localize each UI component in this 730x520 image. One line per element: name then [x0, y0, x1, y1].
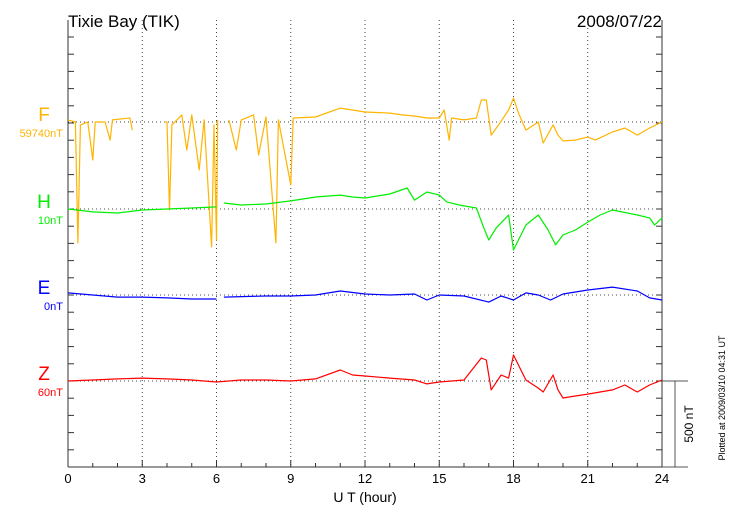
- chart-title: Tixie Bay (TIK): [68, 12, 180, 31]
- x-tick-label: 3: [139, 471, 146, 486]
- series-offset-label: 59740nT: [20, 128, 64, 140]
- x-tick-label: 24: [655, 471, 669, 486]
- series-name-label: E: [38, 278, 51, 299]
- x-tick-label: 6: [213, 471, 220, 486]
- chart-date: 2008/07/22: [577, 12, 662, 31]
- series: [67, 97, 663, 399]
- series-line-e: [67, 286, 663, 303]
- series-name-label: F: [38, 105, 50, 126]
- series-offset-label: 60nT: [38, 387, 63, 399]
- x-tick-label: 21: [581, 471, 595, 486]
- series-labels: F 59740nT H 10nT E 0nT Z 60nT: [20, 105, 64, 399]
- x-tick-label: 15: [432, 471, 446, 486]
- plotted-at-footer: Plotted at 2009/03/10 04:31 UT: [717, 335, 727, 461]
- grid: [68, 20, 662, 467]
- series-line-f: [67, 97, 663, 248]
- x-tick-label: 9: [287, 471, 294, 486]
- scale-bar: 500 nT: [662, 380, 696, 468]
- scale-bar-label: 500 nT: [682, 405, 696, 443]
- series-name-label: Z: [38, 364, 50, 385]
- axes: 0 3 6 9 12 15 18 21 24: [64, 20, 669, 486]
- series-offset-label: 10nT: [38, 215, 63, 227]
- series-name-label: H: [37, 192, 51, 213]
- x-tick-label: 0: [64, 471, 71, 486]
- x-tick-label: 12: [358, 471, 372, 486]
- x-tick-label: 18: [506, 471, 520, 486]
- series-line-z: [67, 354, 663, 399]
- series-line-h: [67, 187, 663, 251]
- series-offset-label: 0nT: [44, 301, 63, 313]
- x-axis-label: U T (hour): [333, 489, 396, 505]
